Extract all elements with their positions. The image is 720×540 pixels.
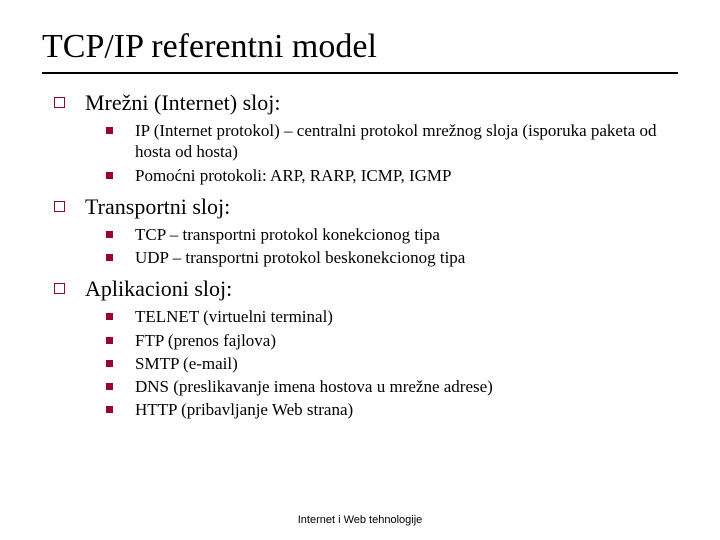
solid-square-bullet-icon — [106, 231, 113, 238]
section: Aplikacioni sloj: TELNET (virtuelni termi… — [42, 276, 678, 420]
list-item: UDP – transportni protokol beskonekciono… — [106, 247, 678, 268]
slide-footer: Internet i Web tehnologije — [0, 514, 720, 526]
section-header: Aplikacioni sloj: — [54, 276, 678, 302]
section-items: TCP – transportni protokol konekcionog t… — [106, 224, 678, 269]
list-item: FTP (prenos fajlova) — [106, 330, 678, 351]
solid-square-bullet-icon — [106, 406, 113, 413]
list-item-text: IP (Internet protokol) – centralni proto… — [135, 120, 678, 163]
section-heading: Mrežni (Internet) sloj: — [85, 90, 281, 116]
list-item-text: DNS (preslikavanje imena hostova u mrežn… — [135, 376, 493, 397]
section-header: Mrežni (Internet) sloj: — [54, 90, 678, 116]
list-item-text: UDP – transportni protokol beskonekciono… — [135, 247, 465, 268]
solid-square-bullet-icon — [106, 313, 113, 320]
title-underline — [42, 72, 678, 74]
slide-title: TCP/IP referentni model — [42, 28, 678, 66]
solid-square-bullet-icon — [106, 172, 113, 179]
section-heading: Transportni sloj: — [85, 194, 230, 220]
section: Transportni sloj: TCP – transportni proto… — [42, 194, 678, 269]
list-item-text: FTP (prenos fajlova) — [135, 330, 276, 351]
solid-square-bullet-icon — [106, 337, 113, 344]
section-items: IP (Internet protokol) – centralni proto… — [106, 120, 678, 186]
list-item: HTTP (pribavljanje Web strana) — [106, 399, 678, 420]
list-item: SMTP (e-mail) — [106, 353, 678, 374]
section-header: Transportni sloj: — [54, 194, 678, 220]
list-item: TELNET (virtuelni terminal) — [106, 306, 678, 327]
solid-square-bullet-icon — [106, 360, 113, 367]
solid-square-bullet-icon — [106, 127, 113, 134]
open-square-bullet-icon — [54, 283, 65, 294]
open-square-bullet-icon — [54, 97, 65, 108]
list-item-text: SMTP (e-mail) — [135, 353, 238, 374]
list-item: Pomoćni protokoli: ARP, RARP, ICMP, IGMP — [106, 165, 678, 186]
list-item-text: Pomoćni protokoli: ARP, RARP, ICMP, IGMP — [135, 165, 451, 186]
list-item: IP (Internet protokol) – centralni proto… — [106, 120, 678, 163]
list-item-text: HTTP (pribavljanje Web strana) — [135, 399, 353, 420]
list-item-text: TCP – transportni protokol konekcionog t… — [135, 224, 440, 245]
section-items: TELNET (virtuelni terminal) FTP (prenos f… — [106, 306, 678, 420]
section: Mrežni (Internet) sloj: IP (Internet prot… — [42, 90, 678, 186]
solid-square-bullet-icon — [106, 383, 113, 390]
sections-container: Mrežni (Internet) sloj: IP (Internet prot… — [42, 90, 678, 421]
open-square-bullet-icon — [54, 201, 65, 212]
list-item: TCP – transportni protokol konekcionog t… — [106, 224, 678, 245]
list-item: DNS (preslikavanje imena hostova u mrežn… — [106, 376, 678, 397]
list-item-text: TELNET (virtuelni terminal) — [135, 306, 333, 327]
section-heading: Aplikacioni sloj: — [85, 276, 232, 302]
solid-square-bullet-icon — [106, 254, 113, 261]
